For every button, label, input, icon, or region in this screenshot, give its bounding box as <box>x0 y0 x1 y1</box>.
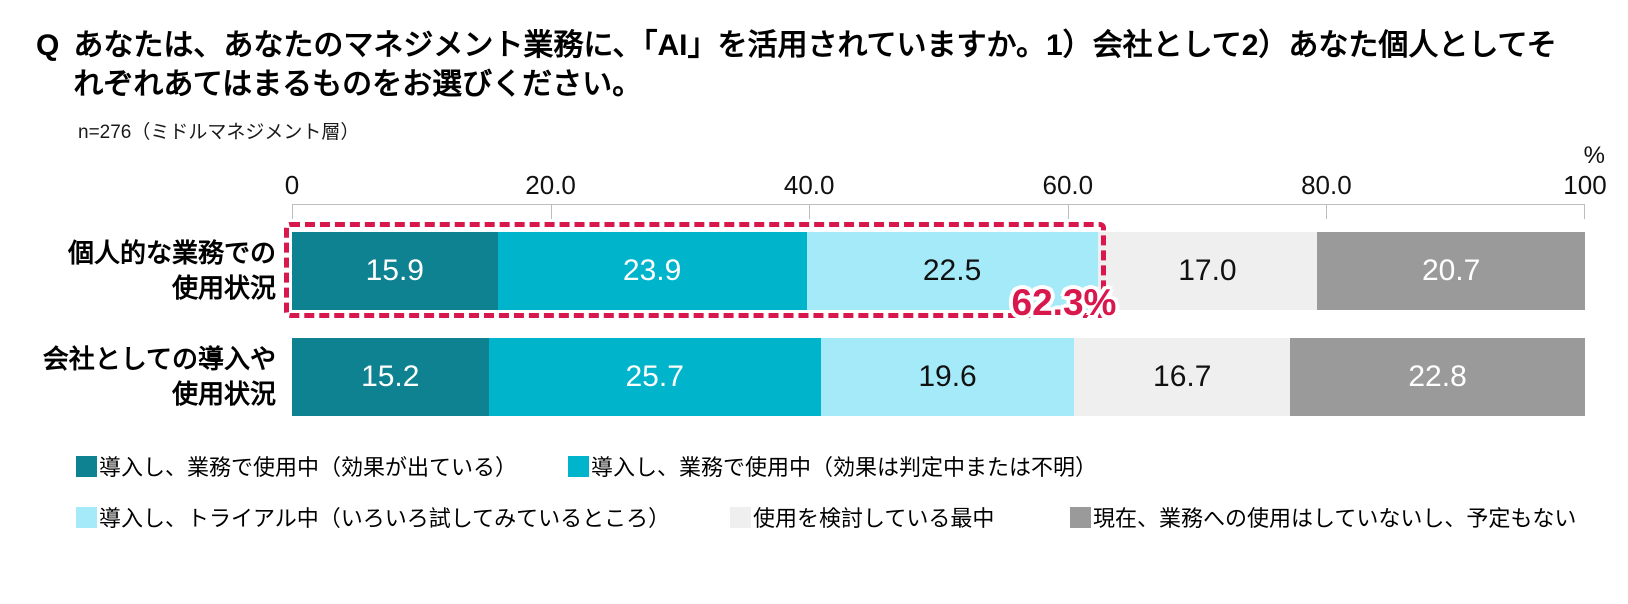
row-label-personal: 個人的な業務での 使用状況 <box>0 236 292 306</box>
bar-segment: 22.8 <box>1290 338 1585 416</box>
segment-value: 19.6 <box>918 360 977 393</box>
legend-swatch <box>76 506 97 528</box>
question-text: あなたは、あなたのマネジメント業務に、「AI」を活用されていますか。1）会社とし… <box>73 29 1557 101</box>
legend-label: 現在、業務への使用はしていないし、予定もない <box>1093 506 1577 531</box>
axis-tick <box>1584 205 1585 219</box>
stacked-bar-personal: 62.3% 15.9 23.9 22.5 17.0 20.7 <box>284 222 1585 323</box>
legend-swatch <box>1070 506 1091 528</box>
axis-tick-label: 100 <box>1563 170 1607 200</box>
segment-value: 25.7 <box>625 360 684 393</box>
bar-segment: 17.0 <box>1097 232 1318 310</box>
segment-value: 20.7 <box>1421 254 1481 287</box>
bar-chart: 個人的な業務での 使用状況 62.3% 15.9 23.9 22.5 17.0 20.7… <box>0 222 1628 416</box>
bar-segment: 22.5 <box>806 232 1098 310</box>
legend: 導入し、業務で使用中（効果が出ている） 導入し、業務で使用中（効果は判定中または… <box>76 450 1628 531</box>
stacked-bar-company: 15.2 25.7 19.6 16.7 22.8 <box>292 338 1585 416</box>
bar-segment: 15.9 <box>292 232 498 310</box>
legend-row: 導入し、業務で使用中（効果が出ている） 導入し、業務で使用中（効果は判定中または… <box>76 450 1628 480</box>
axis-tick-label: 40.0 <box>783 170 835 200</box>
axis-tick <box>292 205 293 219</box>
axis-line <box>292 204 1585 219</box>
legend-swatch <box>730 506 751 528</box>
sample-size-note: n=276（ミドルマネジメント層） <box>78 122 360 143</box>
bar-row-personal: 個人的な業務での 使用状況 62.3% 15.9 23.9 22.5 17.0 20.7 <box>0 222 1628 323</box>
question-title: Q あなたは、あなたのマネジメント業務に、「AI」を活用されていますか。1）会社… <box>0 0 1628 104</box>
bar-segment: 16.7 <box>1074 338 1291 416</box>
axis-tick-label: 60.0 <box>1042 170 1094 200</box>
segment-value: 16.7 <box>1153 360 1212 393</box>
bar-segment: 15.2 <box>292 338 489 416</box>
row-label-company: 会社としての導入や 使用状況 <box>0 342 292 412</box>
legend-label: 導入し、業務で使用中（効果は判定中または不明） <box>591 455 1098 480</box>
axis-unit-label: % <box>1583 142 1605 169</box>
legend-item: 導入し、業務で使用中（効果が出ている） <box>76 450 517 482</box>
axis-tick <box>809 205 811 219</box>
axis-tick-label: 0 <box>284 170 300 200</box>
row-label-line: 会社としての導入や <box>42 343 276 374</box>
bar-segment: 20.7 <box>1317 232 1585 310</box>
survey-chart-page: Q あなたは、あなたのマネジメント業務に、「AI」を活用されていますか。1）会社… <box>0 0 1628 531</box>
legend-row: 導入し、トライアル中（いろいろ試してみているところ） 使用を検討している最中 現… <box>76 501 1628 531</box>
axis-tick-label: 80.0 <box>1301 170 1352 200</box>
legend-label: 使用を検討している最中 <box>753 506 995 531</box>
legend-item: 使用を検討している最中 <box>730 501 994 533</box>
row-label-line: 個人的な業務での <box>67 237 276 268</box>
legend-item: 現在、業務への使用はしていないし、予定もない <box>1070 501 1576 533</box>
segment-value: 17.0 <box>1178 254 1237 287</box>
axis-tick-label: 20.0 <box>525 170 576 200</box>
axis-area: % 0 20.0 40.0 60.0 80.0 100 <box>285 142 1607 219</box>
x-axis: % 0 20.0 40.0 60.0 80.0 100 <box>285 142 1607 219</box>
segment-value: 22.8 <box>1408 360 1467 393</box>
bar-segment: 25.7 <box>488 338 821 416</box>
legend-swatch <box>568 455 589 477</box>
legend-item: 導入し、業務で使用中（効果は判定中または不明） <box>568 450 1097 482</box>
highlight-total-label: 62.3% <box>1011 282 1117 323</box>
bar-segment: 23.9 <box>497 232 807 310</box>
row-label-line: 使用状況 <box>171 273 276 303</box>
segment-value: 15.2 <box>361 360 420 393</box>
bar-row-company: 会社としての導入や 使用状況 15.2 25.7 19.6 16.7 22.8 <box>0 338 1628 416</box>
axis-tick <box>1067 205 1069 219</box>
bar-segment: 19.6 <box>820 338 1075 416</box>
segment-value: 22.5 <box>922 254 982 287</box>
segment-value: 23.9 <box>622 254 682 287</box>
legend-item: 導入し、トライアル中（いろいろ試してみているところ） <box>76 501 670 533</box>
legend-label: 導入し、トライアル中（いろいろ試してみているところ） <box>99 506 671 531</box>
legend-label: 導入し、業務で使用中（効果が出ている） <box>99 455 518 480</box>
question-prefix: Q <box>36 29 60 62</box>
segment-value: 15.9 <box>365 254 424 287</box>
row-label-line: 使用状況 <box>171 379 276 409</box>
axis-tick <box>1326 205 1328 219</box>
axis-tick <box>550 205 552 219</box>
legend-swatch <box>76 455 97 477</box>
